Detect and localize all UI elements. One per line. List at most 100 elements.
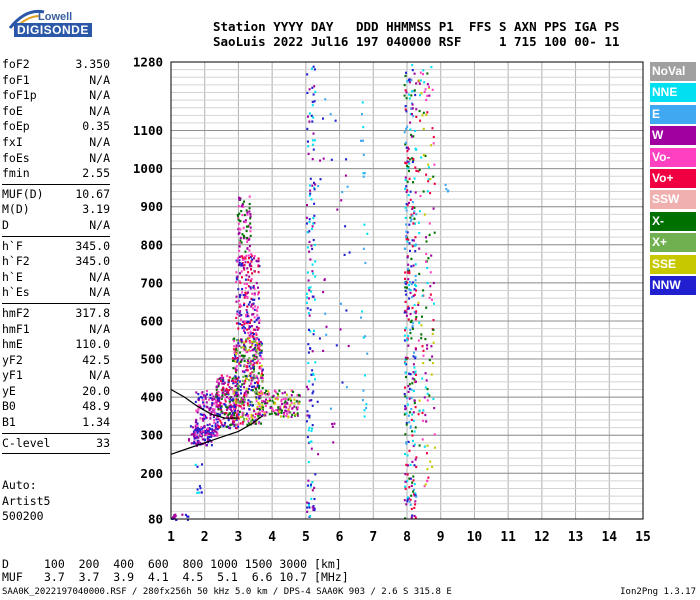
echo-point xyxy=(245,314,247,317)
echo-point xyxy=(285,406,288,409)
param-label: yE xyxy=(2,383,16,398)
echo-point xyxy=(187,515,190,518)
echo-point xyxy=(411,207,414,210)
echo-point xyxy=(430,66,433,69)
echo-point xyxy=(236,411,239,414)
echo-point xyxy=(418,409,421,412)
echo-point xyxy=(240,314,243,317)
echo-point xyxy=(311,263,314,266)
y-tick-label: 700 xyxy=(140,275,163,290)
echo-point xyxy=(220,405,223,408)
echo-point xyxy=(245,274,248,277)
echo-point xyxy=(405,162,408,165)
echo-point xyxy=(409,112,412,116)
echo-point xyxy=(417,413,420,416)
echo-point xyxy=(243,407,245,410)
echo-point xyxy=(323,278,326,281)
echo-point xyxy=(407,278,410,281)
legend-item-ssw: SSW xyxy=(650,190,696,210)
echo-point xyxy=(272,394,275,397)
echo-point xyxy=(205,444,208,447)
echo-point xyxy=(418,272,421,275)
echo-point xyxy=(248,408,251,411)
echo-point xyxy=(404,108,407,111)
echo-point xyxy=(413,288,416,291)
echo-point xyxy=(255,388,257,391)
echo-point xyxy=(425,260,427,263)
echo-point xyxy=(345,309,348,312)
echo-point xyxy=(252,408,255,411)
echo-point xyxy=(258,341,261,344)
echo-point xyxy=(421,315,423,318)
echo-point xyxy=(426,281,429,285)
echo-point xyxy=(411,322,414,325)
echo-point xyxy=(233,423,236,426)
echo-point xyxy=(257,359,260,362)
echo-point xyxy=(431,362,434,365)
echo-point xyxy=(232,379,235,382)
echo-point xyxy=(306,307,309,310)
echo-point xyxy=(312,333,315,336)
echo-point xyxy=(238,255,241,259)
echo-point xyxy=(406,203,409,206)
echo-point xyxy=(417,221,420,224)
echo-point xyxy=(255,351,258,354)
param-value: N/A xyxy=(89,72,110,87)
echo-point xyxy=(261,369,264,372)
echo-point xyxy=(312,148,315,151)
echo-point xyxy=(250,415,253,418)
echo-point xyxy=(307,479,310,482)
echo-point xyxy=(306,271,309,274)
echo-point xyxy=(203,417,206,420)
x-tick-label: 15 xyxy=(635,530,651,545)
echo-point xyxy=(199,434,202,437)
echo-point xyxy=(287,398,290,401)
echo-point xyxy=(307,504,310,507)
echo-point xyxy=(365,403,368,406)
param-row: h`F2 345.0 xyxy=(2,254,110,270)
echo-point xyxy=(433,433,436,436)
echo-point xyxy=(242,205,245,208)
echo-point xyxy=(262,392,265,395)
echo-point xyxy=(415,310,418,313)
legend-item-sse: SSE xyxy=(650,254,696,274)
echo-point xyxy=(221,382,224,385)
echo-point xyxy=(196,431,199,434)
echo-point xyxy=(306,414,309,417)
echo-point xyxy=(432,175,435,178)
echo-point xyxy=(343,253,346,256)
echo-point xyxy=(307,502,310,505)
echo-point xyxy=(310,373,313,376)
echo-point xyxy=(421,294,424,297)
echo-point xyxy=(251,292,254,295)
echo-point xyxy=(311,369,314,372)
x-tick-label: 6 xyxy=(336,530,344,545)
echo-point xyxy=(242,354,245,357)
echo-point xyxy=(247,331,250,335)
echo-point xyxy=(312,272,315,275)
echo-point xyxy=(313,298,316,301)
echo-point xyxy=(309,192,312,195)
echo-point xyxy=(248,238,251,241)
echo-point xyxy=(412,475,415,478)
echo-point xyxy=(423,445,426,448)
echo-point xyxy=(409,190,412,193)
echo-point xyxy=(257,387,260,390)
echo-point xyxy=(193,432,196,435)
echo-point xyxy=(220,397,223,400)
echo-point xyxy=(317,453,320,456)
echo-point xyxy=(408,242,411,245)
echo-point xyxy=(430,254,433,257)
echo-point xyxy=(405,91,408,94)
echo-point xyxy=(426,83,429,86)
echo-point xyxy=(407,440,410,443)
echo-point xyxy=(250,297,253,300)
echo-point xyxy=(430,345,433,348)
echo-point xyxy=(408,307,410,310)
echo-point xyxy=(221,394,224,397)
echo-point xyxy=(257,379,260,383)
echo-point xyxy=(421,114,424,117)
echo-point xyxy=(255,338,258,341)
echo-point xyxy=(406,337,409,340)
echo-point xyxy=(221,411,224,414)
